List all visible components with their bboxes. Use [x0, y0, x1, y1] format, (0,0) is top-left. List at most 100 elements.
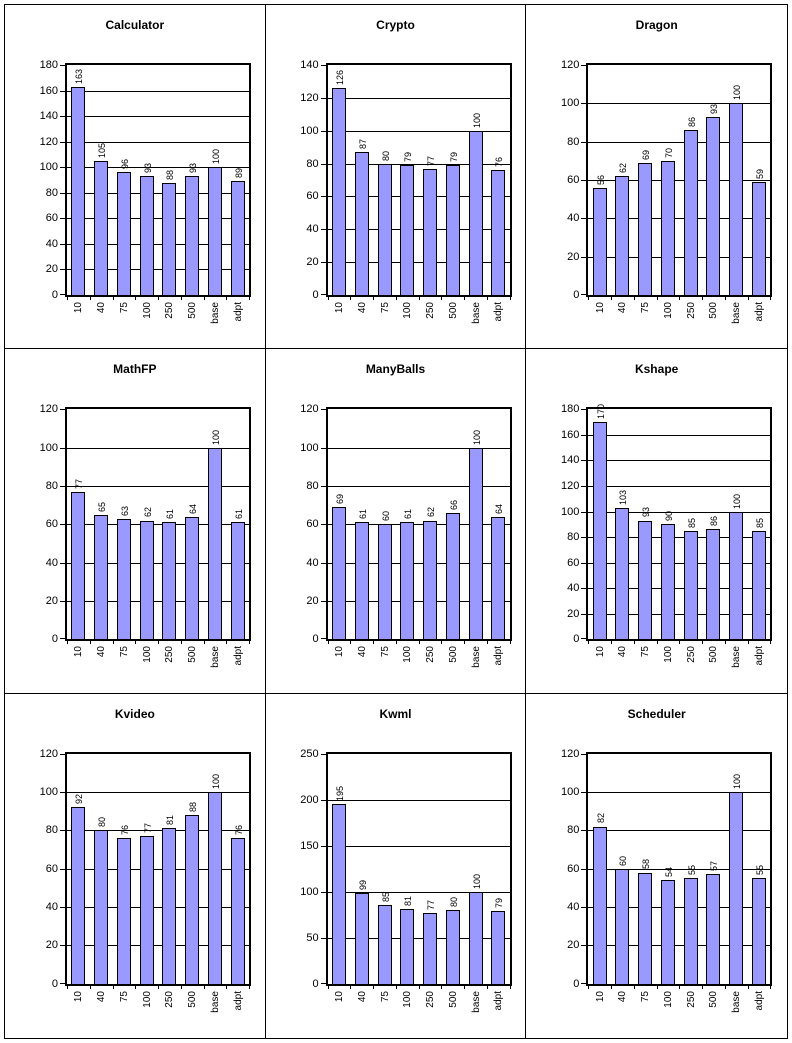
bar: [592, 826, 607, 984]
y-tick-mark: [581, 434, 587, 436]
x-category-label: 10: [594, 302, 606, 314]
bar: [660, 524, 675, 640]
x-category-label: 100: [141, 646, 153, 664]
x-tick-mark: [112, 985, 114, 989]
y-tick-mark: [581, 588, 587, 590]
y-tick-label: 140: [300, 59, 319, 71]
bar-value-label: 126: [335, 69, 346, 85]
bar-value-label: 77: [74, 478, 85, 489]
gridline: [327, 262, 510, 264]
x-tick-mark: [656, 641, 658, 645]
bar-value-label: 66: [448, 499, 459, 510]
x-category-label: 250: [164, 990, 176, 1008]
gridline: [327, 130, 510, 132]
x-tick-mark: [747, 641, 749, 645]
chart-title: Kvideo: [114, 706, 155, 721]
x-category-label: 250: [164, 646, 176, 664]
x-tick-mark: [679, 985, 681, 989]
y-tick-label: 180: [39, 59, 58, 71]
y-tick-label: 120: [560, 479, 580, 492]
bar: [71, 807, 86, 984]
bar: [729, 103, 744, 295]
bar-value-label: 55: [754, 865, 765, 876]
y-tick-mark: [60, 447, 65, 449]
gridline: [67, 269, 249, 271]
x-tick-mark: [249, 985, 250, 989]
bar: [354, 522, 369, 640]
bar-value-label: 60: [618, 855, 629, 866]
x-category-label: 500: [708, 302, 720, 319]
bar: [71, 491, 86, 640]
chart-title: Kshape: [634, 362, 679, 377]
x-tick-mark: [158, 297, 159, 300]
y-tick-label: 50: [306, 931, 319, 944]
bar: [615, 868, 630, 984]
x-tick-mark: [418, 641, 420, 645]
x-tick-mark: [770, 297, 772, 300]
bar-value-label: 100: [732, 493, 743, 509]
bar-value-label: 90: [663, 511, 674, 522]
y-tick-label: 0: [573, 289, 580, 301]
x-category-label: 500: [447, 302, 459, 319]
x-tick-mark: [203, 985, 205, 989]
bar: [354, 892, 369, 984]
bar-value-label: 58: [641, 859, 652, 870]
bar: [638, 162, 653, 295]
y-tick-label: 100: [300, 124, 319, 137]
y-tick-mark: [320, 409, 326, 411]
y-tick-label: 20: [306, 256, 319, 269]
y-tick-label: 40: [567, 900, 580, 913]
x-category-label: 40: [356, 302, 368, 314]
x-tick-mark: [702, 641, 704, 645]
chart-panel-calculator: Calculator 0 20 40 60 80 100 120 140 160 180 163 10…: [5, 5, 266, 350]
gridline: [588, 906, 771, 908]
gridline: [67, 192, 249, 194]
y-tick-label: 80: [45, 479, 58, 492]
bar-value-label: 92: [74, 794, 85, 805]
y-tick-mark: [60, 753, 65, 755]
bar: [162, 522, 177, 640]
y-tick-label: 80: [567, 824, 580, 837]
x-category-label: base: [731, 302, 743, 324]
bar-value-label: 103: [618, 489, 629, 505]
x-category-label: base: [731, 646, 743, 669]
y-tick-mark: [320, 638, 326, 640]
y-tick-mark: [60, 982, 65, 984]
bar: [400, 909, 415, 984]
y-tick-label: 0: [573, 633, 580, 646]
x-tick-mark: [724, 985, 726, 989]
chart-title: Calculator: [105, 18, 165, 32]
y-tick-label: 20: [45, 594, 58, 607]
x-category-label: 100: [662, 990, 674, 1008]
bar: [332, 804, 347, 984]
x-category-label: 10: [73, 646, 85, 658]
y-tick-label: 100: [300, 441, 319, 454]
y-tick-mark: [320, 485, 326, 487]
bar-value-label: 61: [357, 509, 368, 520]
bar-value-label: 100: [732, 85, 743, 101]
x-category-label: 40: [617, 990, 629, 1002]
bar-value-label: 79: [448, 152, 459, 163]
y-tick-label: 20: [567, 939, 580, 952]
x-tick-mark: [509, 297, 511, 300]
y-tick-mark: [320, 447, 326, 449]
x-category-label: base: [209, 302, 221, 324]
bar-value-label: 55: [686, 865, 697, 876]
plot-area: [325, 751, 512, 986]
bar-value-label: 89: [233, 168, 244, 179]
gridline: [67, 600, 249, 602]
y-tick-mark: [320, 600, 326, 602]
x-category-label: 500: [187, 302, 199, 319]
x-tick-mark: [180, 297, 182, 300]
x-tick-mark: [395, 985, 397, 989]
x-tick-mark: [350, 985, 352, 989]
gridline: [67, 167, 249, 169]
bar: [400, 522, 415, 640]
x-category-label: 40: [356, 646, 368, 658]
y-tick-mark: [581, 460, 587, 462]
x-tick-mark: [702, 985, 704, 989]
y-tick-label: 0: [573, 977, 580, 990]
gridline: [327, 799, 510, 801]
gridline: [588, 460, 771, 462]
y-tick-label: 40: [45, 900, 58, 913]
